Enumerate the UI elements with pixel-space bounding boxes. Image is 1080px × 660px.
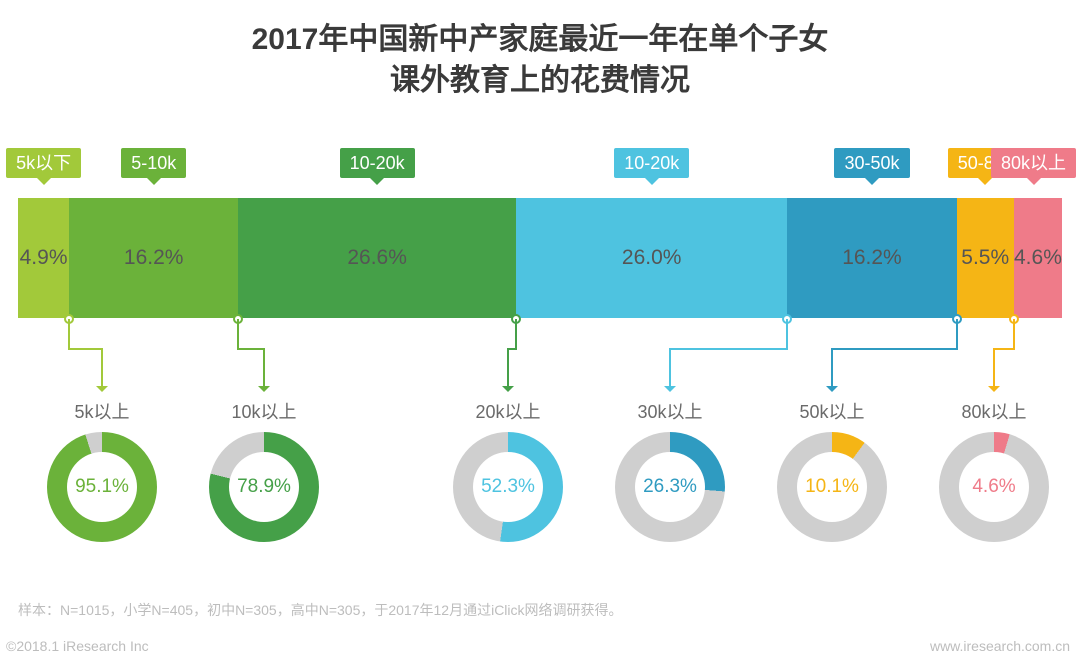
bar-segment: 4.9% bbox=[18, 198, 69, 318]
donut-ring: 52.3% bbox=[453, 432, 563, 542]
connector-lines bbox=[18, 318, 1062, 408]
category-label: 30-50k bbox=[834, 148, 909, 178]
donut-value: 52.3% bbox=[473, 452, 543, 522]
donut-label: 50k以上 bbox=[766, 398, 898, 424]
stacked-bar: 4.9%16.2%26.6%26.0%16.2%5.5%4.6% bbox=[18, 198, 1062, 318]
donut-block: 30k以上 26.3% bbox=[604, 398, 736, 542]
donut-value: 10.1% bbox=[797, 452, 867, 522]
credit-left: ©2018.1 iResearch Inc bbox=[6, 638, 149, 654]
donut-block: 50k以上 10.1% bbox=[766, 398, 898, 542]
donut-charts-row: 5k以上 95.1% 10k以上 78.9% 20k以上 52.3% 30k以上 26.3% 5… bbox=[0, 398, 1080, 568]
category-label: 10-20k bbox=[614, 148, 689, 178]
donut-ring: 10.1% bbox=[777, 432, 887, 542]
category-label: 10-20k bbox=[340, 148, 415, 178]
category-labels-row: 5k以下5-10k10-20k10-20k30-50k50-80k80k以上 bbox=[0, 148, 1080, 200]
donut-value: 78.9% bbox=[229, 452, 299, 522]
donut-block: 10k以上 78.9% bbox=[198, 398, 330, 542]
donut-value: 95.1% bbox=[67, 452, 137, 522]
donut-label: 80k以上 bbox=[928, 398, 1060, 424]
credit-right: www.iresearch.com.cn bbox=[930, 638, 1070, 654]
category-label: 5-10k bbox=[121, 148, 186, 178]
chart-title-line2: 课外教育上的花费情况 bbox=[0, 61, 1080, 102]
bar-segment: 4.6% bbox=[1014, 198, 1062, 318]
donut-label: 5k以上 bbox=[36, 398, 168, 424]
donut-value: 26.3% bbox=[635, 452, 705, 522]
bar-segment: 5.5% bbox=[957, 198, 1014, 318]
chart-title: 2017年中国新中产家庭最近一年在单个子女 课外教育上的花费情况 bbox=[0, 20, 1080, 101]
chart-title-line1: 2017年中国新中产家庭最近一年在单个子女 bbox=[0, 20, 1080, 61]
bar-segment: 16.2% bbox=[787, 198, 956, 318]
category-label: 5k以下 bbox=[6, 148, 81, 178]
donut-label: 10k以上 bbox=[198, 398, 330, 424]
bar-segment: 26.6% bbox=[238, 198, 516, 318]
donut-value: 4.6% bbox=[959, 452, 1029, 522]
category-label: 80k以上 bbox=[991, 148, 1076, 178]
bar-segment: 26.0% bbox=[516, 198, 787, 318]
donut-label: 30k以上 bbox=[604, 398, 736, 424]
donut-ring: 4.6% bbox=[939, 432, 1049, 542]
donut-block: 80k以上 4.6% bbox=[928, 398, 1060, 542]
bar-segment: 16.2% bbox=[69, 198, 238, 318]
donut-ring: 95.1% bbox=[47, 432, 157, 542]
donut-ring: 78.9% bbox=[209, 432, 319, 542]
footnote-text: 样本：N=1015，小学N=405，初中N=305，高中N=305，于2017年… bbox=[18, 600, 623, 620]
donut-ring: 26.3% bbox=[615, 432, 725, 542]
donut-label: 20k以上 bbox=[442, 398, 574, 424]
chart-canvas: { "title": { "line1": "2017年中国新中产家庭最近一年在… bbox=[0, 0, 1080, 660]
donut-block: 5k以上 95.1% bbox=[36, 398, 168, 542]
donut-block: 20k以上 52.3% bbox=[442, 398, 574, 542]
